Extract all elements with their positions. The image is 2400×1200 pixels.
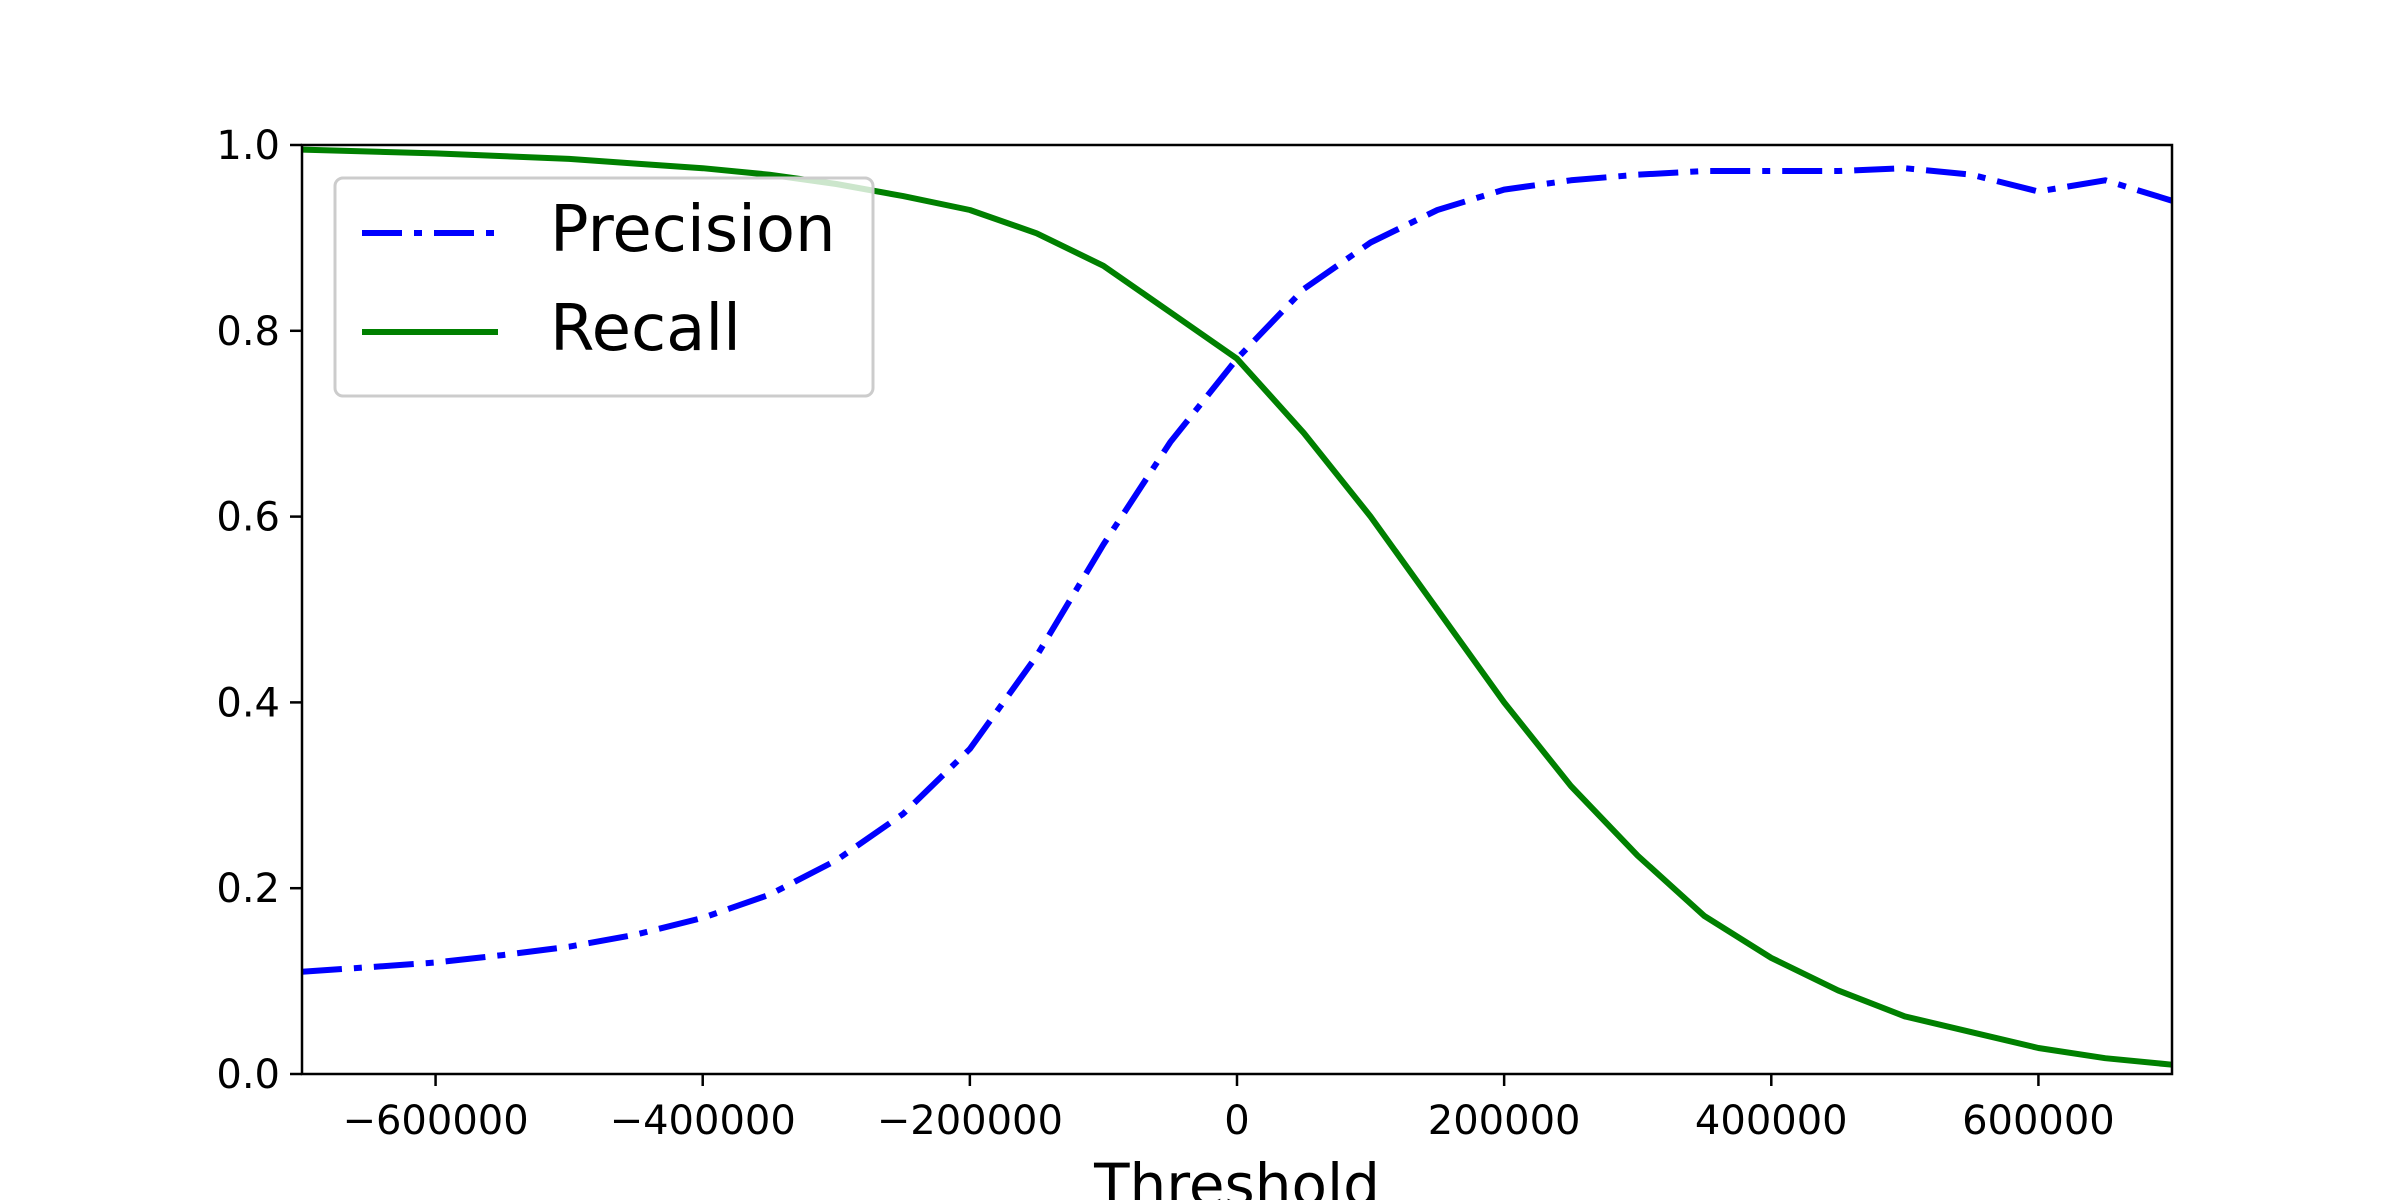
x-axis-label: Threshold bbox=[1093, 1151, 1380, 1200]
y-tick-label: 0.8 bbox=[216, 309, 280, 355]
y-tick-label: 0.6 bbox=[216, 495, 280, 541]
y-tick-label: 0.0 bbox=[216, 1052, 280, 1098]
y-tick-label: 0.4 bbox=[216, 680, 280, 726]
legend-label-recall: Recall bbox=[550, 292, 741, 366]
legend: Precision Recall bbox=[333, 176, 875, 398]
y-axis: 0.0 0.2 0.4 0.6 0.8 1.0 bbox=[216, 123, 302, 1098]
y-tick-label: 0.2 bbox=[216, 866, 280, 912]
x-tick-label: −400000 bbox=[610, 1098, 796, 1144]
series-line-precision bbox=[301, 165, 2173, 975]
series-lines bbox=[301, 146, 2173, 1068]
x-tick-label: 0 bbox=[1224, 1098, 1249, 1144]
x-tick-label: 400000 bbox=[1695, 1098, 1848, 1144]
x-tick-label: −600000 bbox=[342, 1098, 528, 1144]
x-tick-label: 600000 bbox=[1962, 1098, 2115, 1144]
x-tick-label: 200000 bbox=[1428, 1098, 1581, 1144]
y-tick-label: 1.0 bbox=[216, 123, 280, 169]
legend-label-precision: Precision bbox=[550, 193, 836, 267]
x-axis: −600000 −400000 −200000 0 200000 400000 600000 bbox=[342, 1074, 2115, 1144]
x-tick-label: −200000 bbox=[877, 1098, 1063, 1144]
series-line-recall bbox=[301, 146, 2173, 1068]
